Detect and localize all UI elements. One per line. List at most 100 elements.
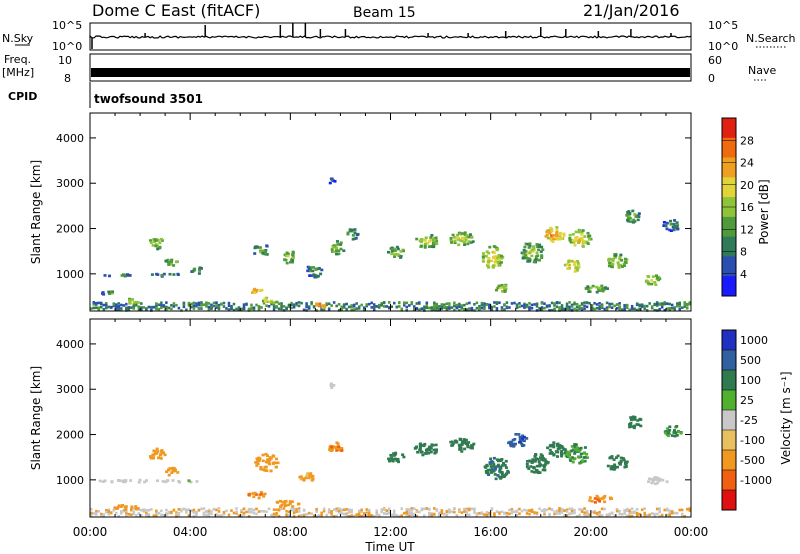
range-cell xyxy=(593,301,596,305)
range-cell xyxy=(252,508,256,512)
range-cell xyxy=(165,513,168,517)
range-cell xyxy=(107,508,111,512)
range-cell xyxy=(145,308,148,311)
range-cell xyxy=(380,303,383,306)
echo-cell xyxy=(558,235,562,238)
echo-cell xyxy=(647,477,651,481)
range-cell xyxy=(590,510,594,514)
echo-cell xyxy=(107,290,111,294)
range-cell xyxy=(410,302,414,305)
echo-cell xyxy=(499,466,503,470)
range-cell xyxy=(535,511,539,515)
echo-cell xyxy=(264,460,268,464)
echo-cell xyxy=(332,250,336,253)
echo-cell xyxy=(427,245,431,249)
echo-cell xyxy=(259,493,263,496)
range-cell xyxy=(525,303,529,307)
range-cell xyxy=(135,303,138,307)
range-cell xyxy=(342,306,346,309)
range-cell xyxy=(440,511,444,515)
echo-cell xyxy=(464,438,468,442)
range-cell xyxy=(528,512,531,516)
range-cell xyxy=(185,508,188,512)
range-cell xyxy=(200,304,203,307)
range-cell xyxy=(648,513,651,517)
echo-cell xyxy=(562,232,566,236)
range-cell xyxy=(413,512,416,516)
range-cell xyxy=(618,308,621,312)
range-cell xyxy=(565,514,569,517)
range-cell xyxy=(97,308,101,311)
echo-cell xyxy=(503,289,507,293)
echo-cell xyxy=(536,245,540,249)
range-cell xyxy=(575,302,579,306)
range-cell xyxy=(140,508,143,512)
echo-cell xyxy=(646,281,650,285)
echo-cell xyxy=(261,459,265,463)
echo-cell xyxy=(657,478,661,482)
echo-cell xyxy=(625,460,629,464)
echo-cell xyxy=(283,258,287,261)
echo-cell xyxy=(108,292,112,296)
range-cell xyxy=(685,303,689,307)
range-cell xyxy=(570,507,574,511)
range-cell xyxy=(538,507,541,511)
echo-cell xyxy=(514,433,518,436)
echo-cell xyxy=(633,424,637,428)
echo-cell xyxy=(544,460,548,463)
range-cell xyxy=(405,511,409,515)
echo-cell xyxy=(269,469,273,473)
echo-cell xyxy=(585,240,589,244)
echo-cell xyxy=(310,479,314,482)
range-cell xyxy=(430,513,434,517)
range-cell xyxy=(623,304,626,308)
range-cell xyxy=(498,512,501,515)
echo-cell xyxy=(580,233,584,236)
range-cell xyxy=(347,515,351,518)
range-cell xyxy=(440,509,444,513)
range-cell xyxy=(175,303,178,307)
echo-cell xyxy=(460,239,464,243)
echo-cell xyxy=(426,447,430,451)
echo-cell xyxy=(387,457,391,461)
range-cell xyxy=(658,514,661,518)
echo-cell xyxy=(318,302,322,306)
range-cell xyxy=(458,302,461,306)
range-cell xyxy=(202,513,206,517)
range-cell xyxy=(240,514,243,517)
echo-cell xyxy=(674,225,678,229)
range-cell xyxy=(117,307,121,311)
nsearch-label: N.Search xyxy=(746,32,796,45)
echo-cell xyxy=(633,213,637,216)
range-cell xyxy=(433,306,436,310)
echo-cell xyxy=(123,480,127,483)
y-tick-label: 4000 xyxy=(56,132,84,145)
range-cell xyxy=(167,511,171,515)
range-cell xyxy=(215,514,218,517)
colorbar-tick-label: 8 xyxy=(740,246,747,259)
range-cell xyxy=(545,508,549,512)
echo-cell xyxy=(646,275,650,278)
range-cell xyxy=(568,507,571,511)
echo-cell xyxy=(178,480,182,484)
range-cell xyxy=(460,307,464,310)
echo-cell xyxy=(430,234,434,237)
echo-cell xyxy=(504,466,508,469)
echo-cell xyxy=(267,461,271,464)
range-cell xyxy=(265,304,268,308)
echo-cell xyxy=(575,446,579,449)
echo-cell xyxy=(609,456,613,459)
echo-cell xyxy=(423,442,427,446)
echo-cell xyxy=(580,238,584,242)
range-cell xyxy=(575,308,579,312)
range-cell xyxy=(237,308,241,311)
echo-cell xyxy=(471,444,475,447)
echo-cell xyxy=(393,453,397,457)
echo-cell xyxy=(253,491,257,495)
echo-cell xyxy=(312,273,316,276)
echo-cell xyxy=(668,228,672,232)
range-cell xyxy=(170,307,173,311)
range-cell xyxy=(680,508,684,512)
echo-cell xyxy=(522,444,526,447)
range-cell xyxy=(403,511,406,515)
